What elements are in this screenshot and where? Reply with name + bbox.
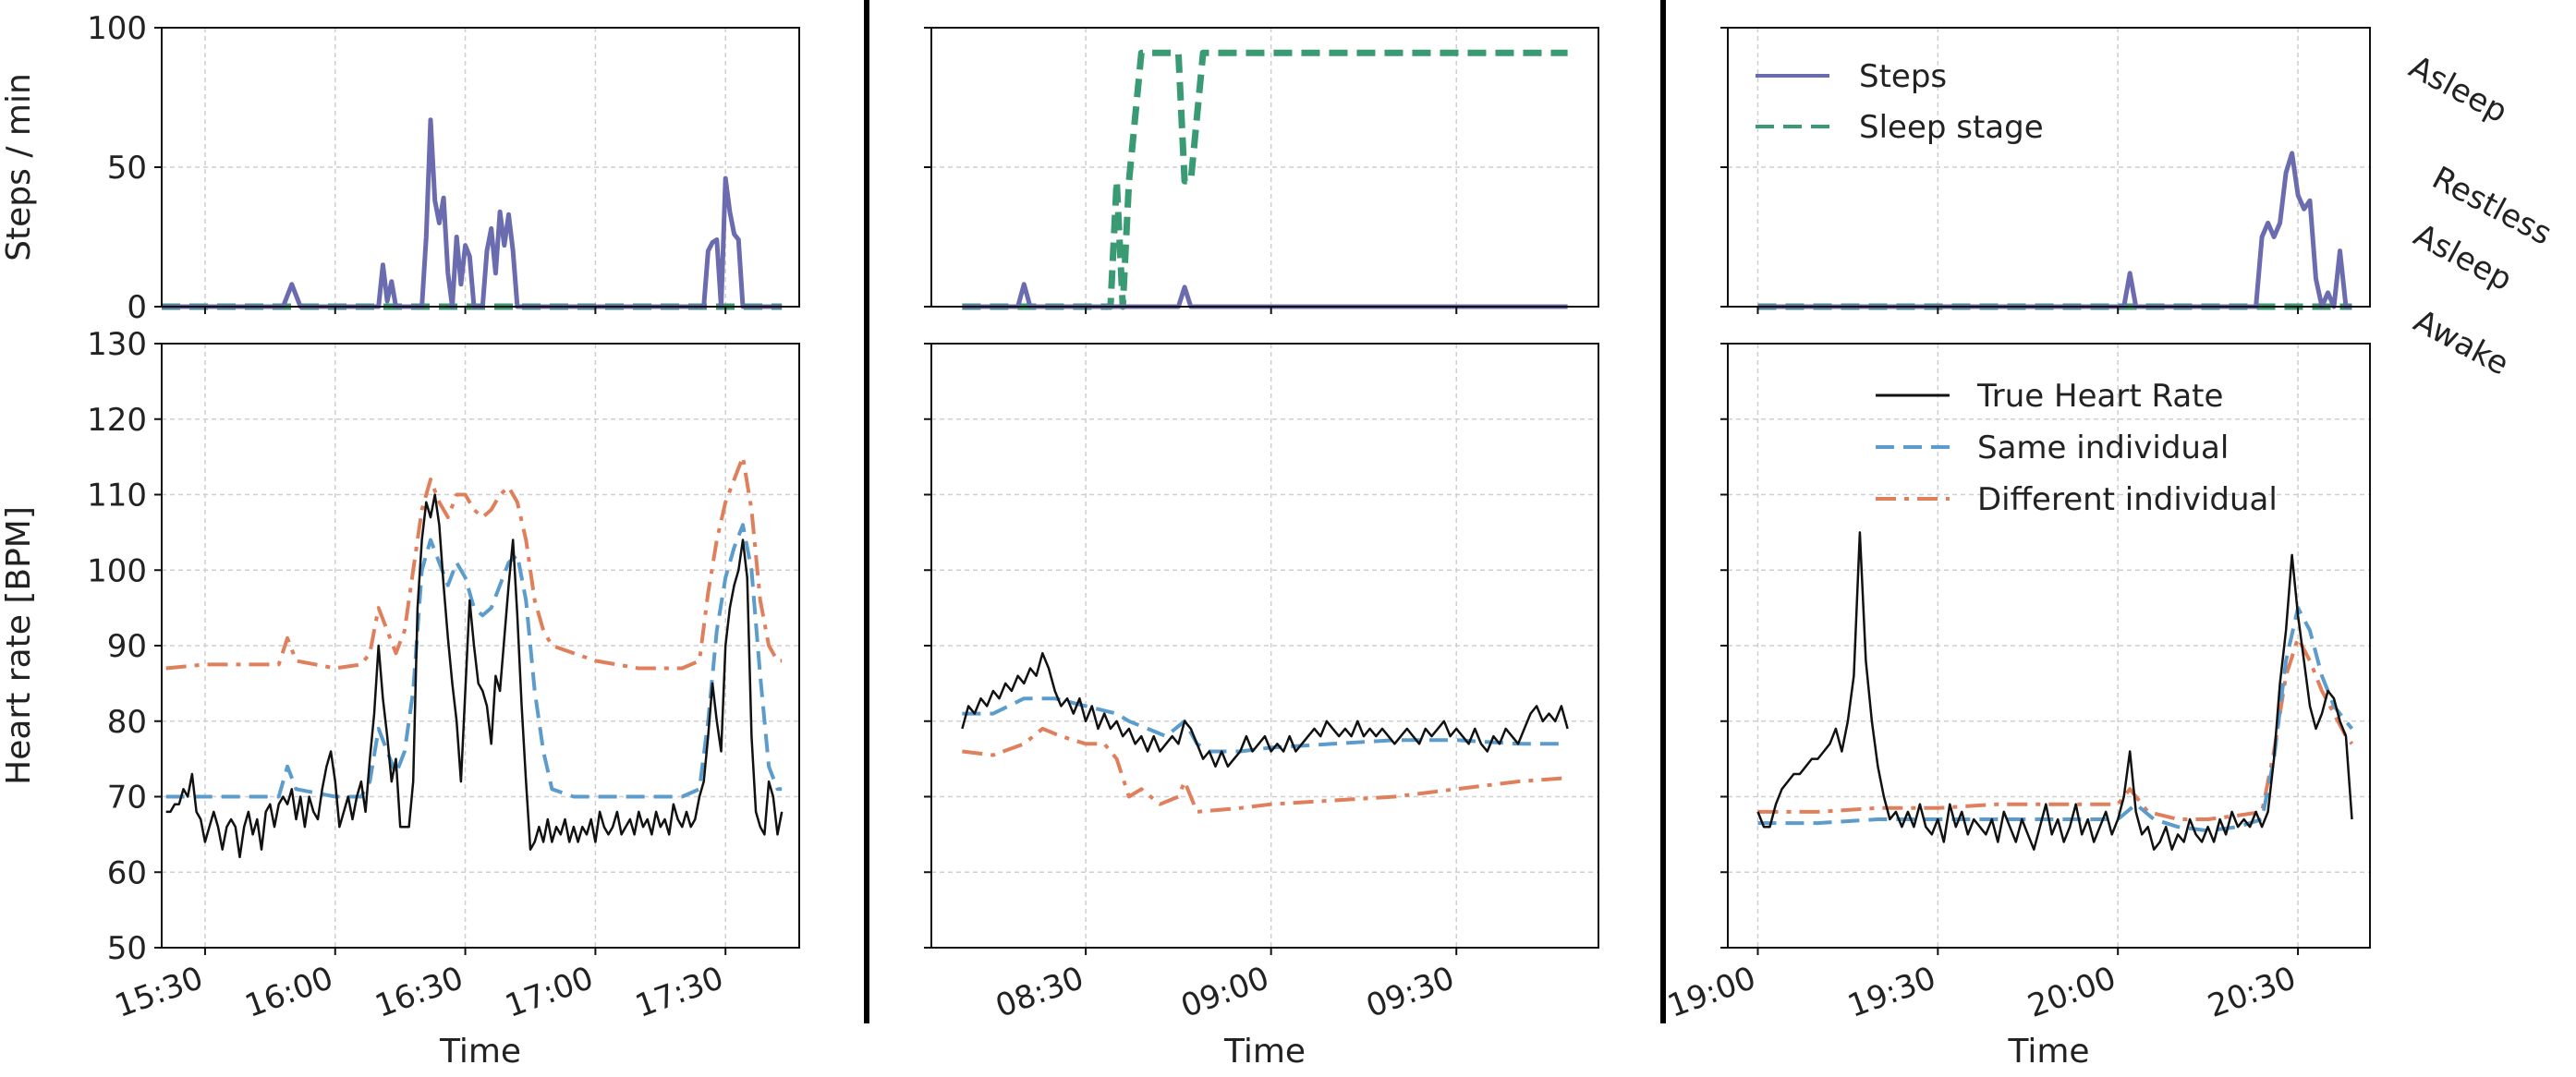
panel-1-x-tick-label: 16:30 bbox=[371, 960, 468, 1025]
panel-1-x-tick-label: 17:00 bbox=[501, 960, 599, 1025]
panel-2-x-tick-label: 09:30 bbox=[1362, 960, 1460, 1025]
heart-rate-y-tick-label: 130 bbox=[87, 326, 147, 363]
panel-3-x-tick-label: 20:30 bbox=[2203, 960, 2301, 1025]
steps-y-axis-label: Steps / min bbox=[0, 73, 38, 261]
panel-3-true-heart-rate-line bbox=[1756, 531, 2353, 851]
panel-2-steps-axes bbox=[924, 27, 1599, 314]
panel-2-different-individual-line bbox=[962, 726, 1568, 814]
heart-rate-legend: True Heart Rate Same individual Differen… bbox=[1876, 378, 2278, 518]
panel-3-x-tick-label: 19:00 bbox=[1663, 960, 1761, 1025]
panel-3-steps-frame bbox=[1727, 27, 2371, 308]
panel-2-sleep-stage-line bbox=[962, 49, 1568, 310]
panel-1-x-tick-label: 17:30 bbox=[631, 960, 729, 1025]
heart-rate-y-axis-label: Heart rate [BPM] bbox=[0, 506, 38, 785]
panel-2-x-axis-label: Time bbox=[1223, 1033, 1306, 1071]
panel-2-true-heart-rate-line bbox=[961, 651, 1569, 768]
legend-label-different-individual: Different individual bbox=[1977, 481, 2278, 518]
panel-3: 19:00 19:30 20:00 20:30 Time bbox=[1663, 27, 2371, 1071]
panel-3-x-tick-label: 19:30 bbox=[1843, 960, 1941, 1025]
legend-label-sleep-stage: Sleep stage bbox=[1859, 109, 2044, 146]
panel-1-same-individual-line bbox=[165, 523, 783, 799]
panel-1-steps-line bbox=[162, 117, 783, 309]
panel-3-x-tick-label: 20:00 bbox=[2023, 960, 2121, 1025]
heart-rate-y-tick-label: 70 bbox=[107, 780, 147, 817]
heart-rate-y-tick-label: 110 bbox=[87, 478, 147, 514]
panel-1-x-tick-label: 16:00 bbox=[240, 960, 338, 1025]
panel-1-true-heart-rate-line bbox=[165, 493, 784, 859]
panel-2-steps-line bbox=[962, 282, 1568, 309]
panel-2-x-tick-label: 08:30 bbox=[990, 960, 1088, 1025]
heart-rate-y-tick-label: 120 bbox=[87, 402, 147, 439]
panel-2: 08:30 09:00 09:30 Time bbox=[924, 27, 1599, 1071]
steps-legend: Steps Sleep stage bbox=[1756, 58, 2044, 146]
panel-3-x-axis-label: Time bbox=[2007, 1033, 2089, 1071]
panel-3-steps-axes bbox=[1720, 27, 2371, 314]
heart-rate-y-tick-label: 80 bbox=[107, 704, 147, 741]
heart-rate-y-tick-label: 60 bbox=[107, 854, 147, 891]
heart-rate-y-tick-label: 100 bbox=[87, 552, 147, 589]
panel-1-x-axis-label: Time bbox=[439, 1033, 521, 1071]
legend-label-true-heart-rate: True Heart Rate bbox=[1976, 378, 2223, 415]
steps-y-tick-label: 50 bbox=[107, 150, 147, 187]
panel-2-x-tick-label: 09:00 bbox=[1176, 960, 1274, 1025]
sleep-stage-labels: Asleep Restless Asleep Awake bbox=[2403, 49, 2558, 383]
panel-1-different-individual-line bbox=[165, 454, 783, 671]
panel-1-hr-axes: 15:30 16:00 16:30 17:00 17:30 50 60 70 80 90 100 11… bbox=[87, 326, 800, 1025]
panel-3-different-individual-line bbox=[1757, 635, 2354, 821]
sleep-stage-label-awake: Awake bbox=[2408, 303, 2515, 383]
panel-1-x-tick-label: 15:30 bbox=[110, 960, 208, 1025]
steps-y-tick-label: 100 bbox=[87, 10, 147, 47]
steps-y-tick-label: 0 bbox=[127, 289, 147, 326]
panel-3-steps-line bbox=[1757, 151, 2352, 309]
panel-1: 0 50 100 15:30 16:00 16:30 17:00 17:30 50 60 70 80… bbox=[0, 10, 800, 1071]
panel-1-steps-axes: 0 50 100 bbox=[87, 10, 800, 326]
panel-2-same-individual-line bbox=[962, 696, 1568, 754]
legend-label-same-individual: Same individual bbox=[1977, 430, 2229, 466]
heart-rate-y-tick-label: 50 bbox=[107, 930, 147, 967]
panel-2-hr-axes: 08:30 09:00 09:30 bbox=[924, 343, 1599, 1025]
sleep-stage-label-asleep: Asleep bbox=[2403, 49, 2513, 131]
heart-rate-y-tick-label: 90 bbox=[107, 628, 147, 665]
legend-label-steps: Steps bbox=[1859, 58, 1947, 95]
